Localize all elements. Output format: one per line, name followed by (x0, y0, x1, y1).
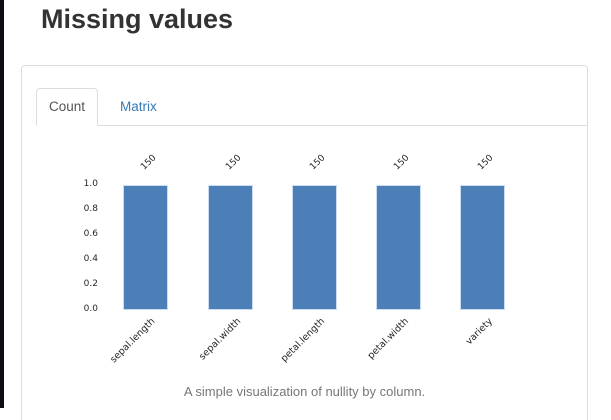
bar-count-label: 150 (308, 153, 328, 173)
y-axis-tick-label: 0.6 (83, 229, 98, 239)
window-edge-strip (0, 0, 4, 408)
y-axis-tick-label: 0.4 (83, 254, 98, 264)
y-axis-tick-label: 1.0 (83, 179, 98, 189)
bar (207, 185, 253, 310)
bar-count-label: 150 (476, 153, 496, 173)
missing-values-panel: Count Matrix 0.0 0.2 0.4 0.6 0.8 1.0 150 sepal.… (21, 65, 588, 420)
tab-count[interactable]: Count (36, 88, 99, 126)
chart-caption: A simple visualization of nullity by col… (183, 384, 426, 399)
tab-matrix[interactable]: Matrix (120, 99, 157, 114)
x-axis-tick-label: petal.width (365, 316, 411, 362)
page-title: Missing values (41, 4, 234, 34)
bar-count-label: 150 (139, 153, 159, 173)
bar-count-label: 150 (224, 153, 244, 173)
bar-count-label: 150 (392, 153, 412, 173)
bar (459, 185, 505, 310)
x-axis-tick-label: sepal.width (196, 316, 243, 363)
y-axis-tick-label: 0.2 (83, 279, 98, 289)
bar (122, 185, 168, 310)
y-axis-tick-label: 0.0 (83, 304, 98, 314)
x-axis-tick-label: variety (463, 316, 495, 348)
x-axis-tick-label: petal.length (278, 316, 327, 365)
bar (291, 185, 337, 310)
tabs-bar: Count Matrix (36, 88, 587, 126)
x-axis-tick-label: sepal.length (108, 316, 158, 366)
bar (375, 185, 421, 310)
y-axis-tick-label: 0.8 (83, 204, 98, 214)
